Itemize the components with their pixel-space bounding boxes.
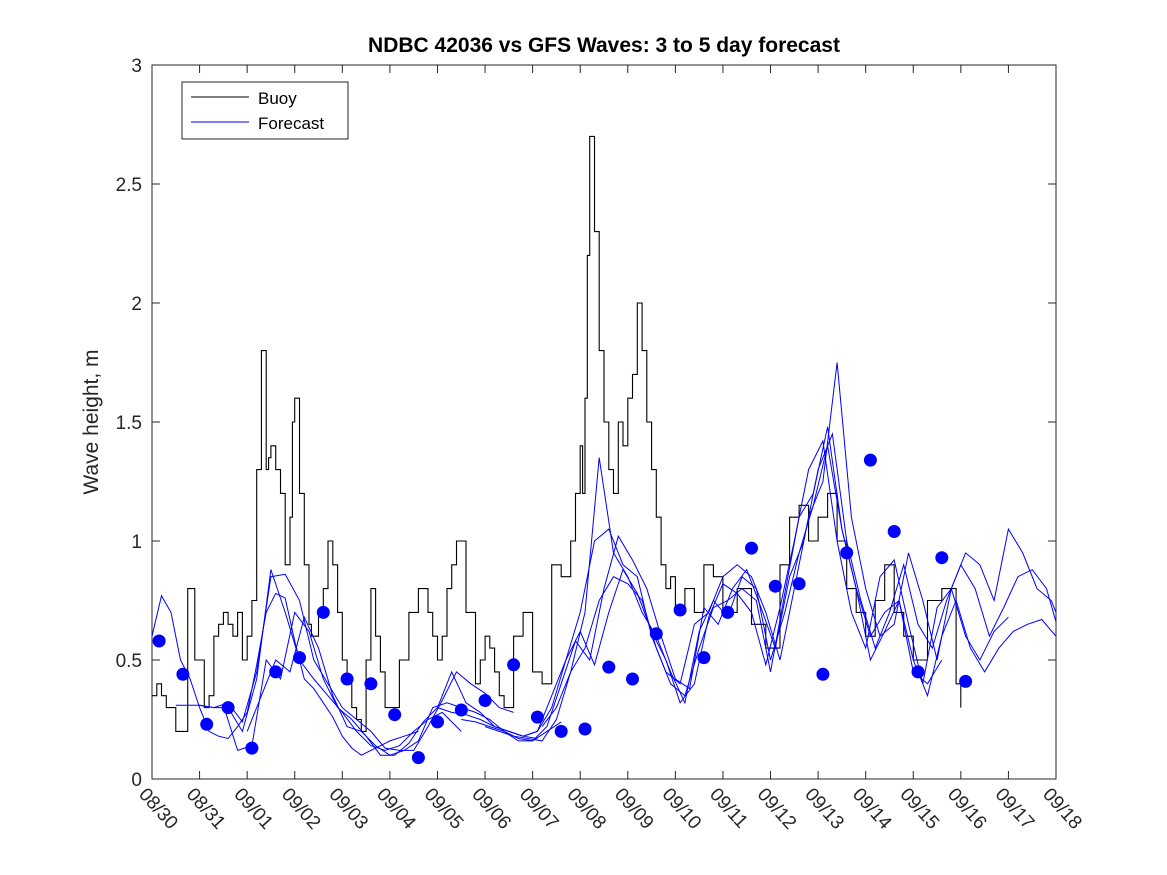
forecast-point <box>887 525 901 538</box>
forecast-point <box>340 672 354 686</box>
forecast-run-line-3 <box>199 573 514 751</box>
forecast-point <box>245 741 259 755</box>
legend-buoy-label: Buoy <box>258 89 297 108</box>
forecast-point <box>840 546 854 560</box>
y-axis-label: Wave height, m <box>80 349 103 494</box>
forecast-run-line-2 <box>175 569 462 751</box>
forecast-point <box>478 694 492 707</box>
forecast-point <box>293 651 306 665</box>
forecast-run-line-8 <box>484 426 1057 742</box>
forecast-point <box>554 724 568 738</box>
forecast-point <box>269 665 283 679</box>
forecast-point <box>578 722 592 736</box>
forecast-point <box>935 551 949 565</box>
forecast-point <box>602 660 616 674</box>
forecast-run-line-7 <box>461 431 1057 742</box>
forecast-point <box>431 715 444 729</box>
forecast-point <box>816 667 830 681</box>
forecast-point <box>454 703 468 717</box>
legend-forecast-label: Forecast <box>258 114 324 133</box>
forecast-point <box>200 717 214 731</box>
forecast-point <box>721 605 735 619</box>
legend: Buoy Forecast <box>181 81 349 140</box>
forecast-point <box>697 651 711 665</box>
forecast-point <box>152 634 166 648</box>
y-tick-label: 0 <box>131 770 142 791</box>
y-tick-label: 2 <box>131 294 142 315</box>
forecast-point <box>411 751 425 765</box>
forecast-run-line-1 <box>151 592 419 756</box>
forecast-point <box>388 708 402 722</box>
forecast-point <box>768 579 782 593</box>
forecast-point <box>649 627 663 641</box>
chart-title: NDBC 42036 vs GFS Waves: 3 to 5 day fore… <box>368 34 840 57</box>
forecast-point <box>176 667 190 681</box>
forecast-point <box>673 603 687 617</box>
forecast-point <box>316 605 330 619</box>
forecast-point <box>364 677 378 691</box>
buoy-series-line <box>152 135 962 732</box>
forecast-point <box>626 672 639 686</box>
forecast-run-line-9 <box>508 439 1009 737</box>
forecast-point <box>221 701 235 715</box>
legend-box <box>181 81 349 140</box>
forecast-run-line-10 <box>541 445 943 727</box>
y-tick-label: 2.5 <box>116 175 142 196</box>
forecast-point <box>507 658 521 672</box>
y-tick-label: 0.5 <box>116 651 142 672</box>
forecast-point <box>959 674 973 688</box>
forecast-point <box>530 710 544 724</box>
forecast-point <box>911 665 925 679</box>
y-tick-label: 1 <box>131 532 142 553</box>
y-tick-label: 3 <box>131 56 142 77</box>
forecast-point <box>863 453 877 467</box>
y-tick-label: 1.5 <box>116 413 142 434</box>
data-layer <box>151 135 1057 765</box>
forecast-point <box>745 541 758 555</box>
forecast-point <box>792 577 806 591</box>
